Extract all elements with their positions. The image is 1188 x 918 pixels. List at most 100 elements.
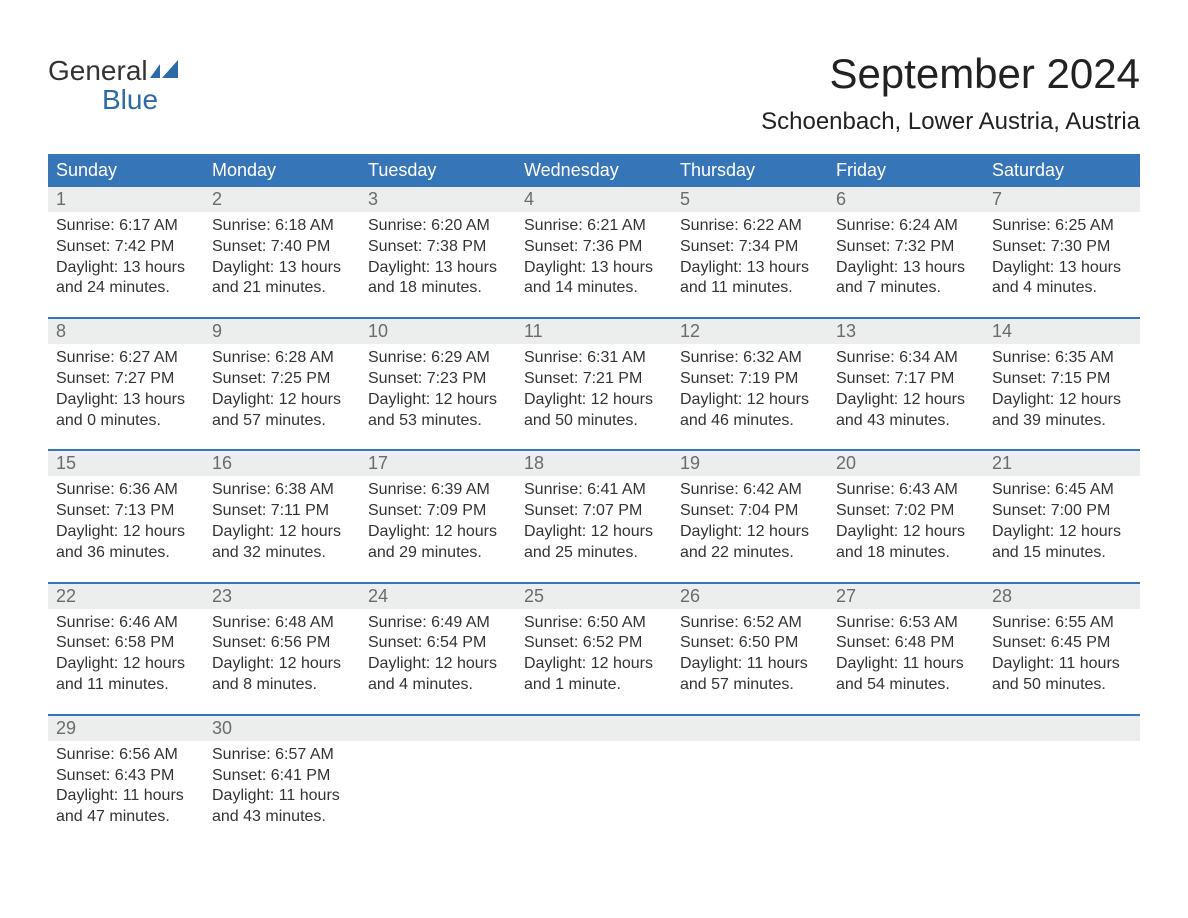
- day-number-row: 891011121314: [48, 319, 1140, 344]
- daylight-line-1: Daylight: 12 hours: [524, 390, 664, 411]
- daylight-line-1: Daylight: 13 hours: [992, 258, 1132, 279]
- sunrise-line: Sunrise: 6:43 AM: [836, 480, 976, 501]
- sunrise-line: Sunrise: 6:34 AM: [836, 348, 976, 369]
- day-number-cell: 11: [516, 319, 672, 344]
- day-number-cell: 8: [48, 319, 204, 344]
- daylight-line-1: Daylight: 12 hours: [524, 522, 664, 543]
- daylight-line-1: Daylight: 13 hours: [212, 258, 352, 279]
- day-number-cell: 24: [360, 584, 516, 609]
- daylight-line-1: Daylight: 12 hours: [56, 522, 196, 543]
- daylight-line-2: and 18 minutes.: [836, 543, 976, 564]
- day-body: Sunrise: 6:22 AMSunset: 7:34 PMDaylight:…: [672, 212, 828, 317]
- weekday-header-row: Sunday Monday Tuesday Wednesday Thursday…: [48, 154, 1140, 187]
- daylight-line-1: Daylight: 13 hours: [56, 258, 196, 279]
- day-number: 17: [360, 451, 516, 476]
- sunrise-line: Sunrise: 6:55 AM: [992, 613, 1132, 634]
- daylight-line-2: and 14 minutes.: [524, 278, 664, 299]
- daylight-line-1: Daylight: 13 hours: [680, 258, 820, 279]
- day-body-cell: Sunrise: 6:18 AMSunset: 7:40 PMDaylight:…: [204, 212, 360, 317]
- sunrise-line: Sunrise: 6:45 AM: [992, 480, 1132, 501]
- day-body-cell: [516, 741, 672, 846]
- sunrise-line: Sunrise: 6:35 AM: [992, 348, 1132, 369]
- day-number-cell: [360, 716, 516, 741]
- day-body: Sunrise: 6:57 AMSunset: 6:41 PMDaylight:…: [204, 741, 360, 846]
- sunrise-line: Sunrise: 6:32 AM: [680, 348, 820, 369]
- day-body-cell: [828, 741, 984, 846]
- day-number: 21: [984, 451, 1140, 476]
- day-number: 22: [48, 584, 204, 609]
- day-number-cell: 7: [984, 187, 1140, 212]
- day-body-cell: Sunrise: 6:53 AMSunset: 6:48 PMDaylight:…: [828, 609, 984, 714]
- day-body-cell: Sunrise: 6:22 AMSunset: 7:34 PMDaylight:…: [672, 212, 828, 317]
- day-number: 7: [984, 187, 1140, 212]
- day-body: Sunrise: 6:38 AMSunset: 7:11 PMDaylight:…: [204, 476, 360, 581]
- sunset-line: Sunset: 7:07 PM: [524, 501, 664, 522]
- day-body-cell: Sunrise: 6:50 AMSunset: 6:52 PMDaylight:…: [516, 609, 672, 714]
- sunset-line: Sunset: 7:09 PM: [368, 501, 508, 522]
- day-number: 23: [204, 584, 360, 609]
- weekday-header: Saturday: [984, 154, 1140, 187]
- day-number-cell: 14: [984, 319, 1140, 344]
- sunrise-line: Sunrise: 6:36 AM: [56, 480, 196, 501]
- day-number-cell: 23: [204, 584, 360, 609]
- day-number-cell: 30: [204, 716, 360, 741]
- day-body-cell: Sunrise: 6:32 AMSunset: 7:19 PMDaylight:…: [672, 344, 828, 449]
- daylight-line-1: Daylight: 12 hours: [56, 654, 196, 675]
- logo-word-1: General: [48, 55, 148, 86]
- sunset-line: Sunset: 6:43 PM: [56, 766, 196, 787]
- day-number-cell: 9: [204, 319, 360, 344]
- daylight-line-1: Daylight: 12 hours: [212, 522, 352, 543]
- day-number: 14: [984, 319, 1140, 344]
- daylight-line-1: Daylight: 12 hours: [992, 390, 1132, 411]
- daylight-line-2: and 4 minutes.: [992, 278, 1132, 299]
- weekday-header: Wednesday: [516, 154, 672, 187]
- day-body: Sunrise: 6:18 AMSunset: 7:40 PMDaylight:…: [204, 212, 360, 317]
- day-number: 12: [672, 319, 828, 344]
- day-body: Sunrise: 6:25 AMSunset: 7:30 PMDaylight:…: [984, 212, 1140, 317]
- day-body-row: Sunrise: 6:56 AMSunset: 6:43 PMDaylight:…: [48, 741, 1140, 846]
- day-number: 11: [516, 319, 672, 344]
- day-body-cell: Sunrise: 6:52 AMSunset: 6:50 PMDaylight:…: [672, 609, 828, 714]
- daylight-line-2: and 53 minutes.: [368, 411, 508, 432]
- sunrise-line: Sunrise: 6:29 AM: [368, 348, 508, 369]
- sunset-line: Sunset: 7:21 PM: [524, 369, 664, 390]
- sunset-line: Sunset: 7:36 PM: [524, 237, 664, 258]
- daylight-line-1: Daylight: 11 hours: [680, 654, 820, 675]
- day-number-cell: 3: [360, 187, 516, 212]
- daylight-line-1: Daylight: 12 hours: [368, 390, 508, 411]
- logo-word-2: Blue: [48, 84, 158, 115]
- day-number: 24: [360, 584, 516, 609]
- sunrise-line: Sunrise: 6:56 AM: [56, 745, 196, 766]
- day-body: Sunrise: 6:43 AMSunset: 7:02 PMDaylight:…: [828, 476, 984, 581]
- day-body-cell: Sunrise: 6:46 AMSunset: 6:58 PMDaylight:…: [48, 609, 204, 714]
- daylight-line-1: Daylight: 12 hours: [836, 522, 976, 543]
- day-number-row: 2930: [48, 716, 1140, 741]
- daylight-line-2: and 24 minutes.: [56, 278, 196, 299]
- day-body-cell: [984, 741, 1140, 846]
- sunset-line: Sunset: 7:30 PM: [992, 237, 1132, 258]
- day-body: Sunrise: 6:31 AMSunset: 7:21 PMDaylight:…: [516, 344, 672, 449]
- weekday-header: Tuesday: [360, 154, 516, 187]
- sunrise-line: Sunrise: 6:46 AM: [56, 613, 196, 634]
- daylight-line-2: and 22 minutes.: [680, 543, 820, 564]
- day-body-cell: Sunrise: 6:31 AMSunset: 7:21 PMDaylight:…: [516, 344, 672, 449]
- page-title: September 2024: [761, 50, 1140, 98]
- day-body: Sunrise: 6:52 AMSunset: 6:50 PMDaylight:…: [672, 609, 828, 714]
- calendar-page: General Blue September 2024 Schoenbach, …: [0, 0, 1188, 918]
- day-number: 3: [360, 187, 516, 212]
- daylight-line-2: and 39 minutes.: [992, 411, 1132, 432]
- day-body-cell: Sunrise: 6:55 AMSunset: 6:45 PMDaylight:…: [984, 609, 1140, 714]
- daylight-line-2: and 18 minutes.: [368, 278, 508, 299]
- day-body-cell: Sunrise: 6:42 AMSunset: 7:04 PMDaylight:…: [672, 476, 828, 581]
- day-body: Sunrise: 6:35 AMSunset: 7:15 PMDaylight:…: [984, 344, 1140, 449]
- daylight-line-1: Daylight: 13 hours: [368, 258, 508, 279]
- calendar-table: Sunday Monday Tuesday Wednesday Thursday…: [48, 154, 1140, 846]
- day-number: 4: [516, 187, 672, 212]
- day-body-cell: Sunrise: 6:57 AMSunset: 6:41 PMDaylight:…: [204, 741, 360, 846]
- day-body-cell: Sunrise: 6:27 AMSunset: 7:27 PMDaylight:…: [48, 344, 204, 449]
- sunrise-line: Sunrise: 6:53 AM: [836, 613, 976, 634]
- sunrise-line: Sunrise: 6:52 AM: [680, 613, 820, 634]
- daylight-line-1: Daylight: 12 hours: [212, 390, 352, 411]
- day-body-cell: Sunrise: 6:28 AMSunset: 7:25 PMDaylight:…: [204, 344, 360, 449]
- daylight-line-2: and 0 minutes.: [56, 411, 196, 432]
